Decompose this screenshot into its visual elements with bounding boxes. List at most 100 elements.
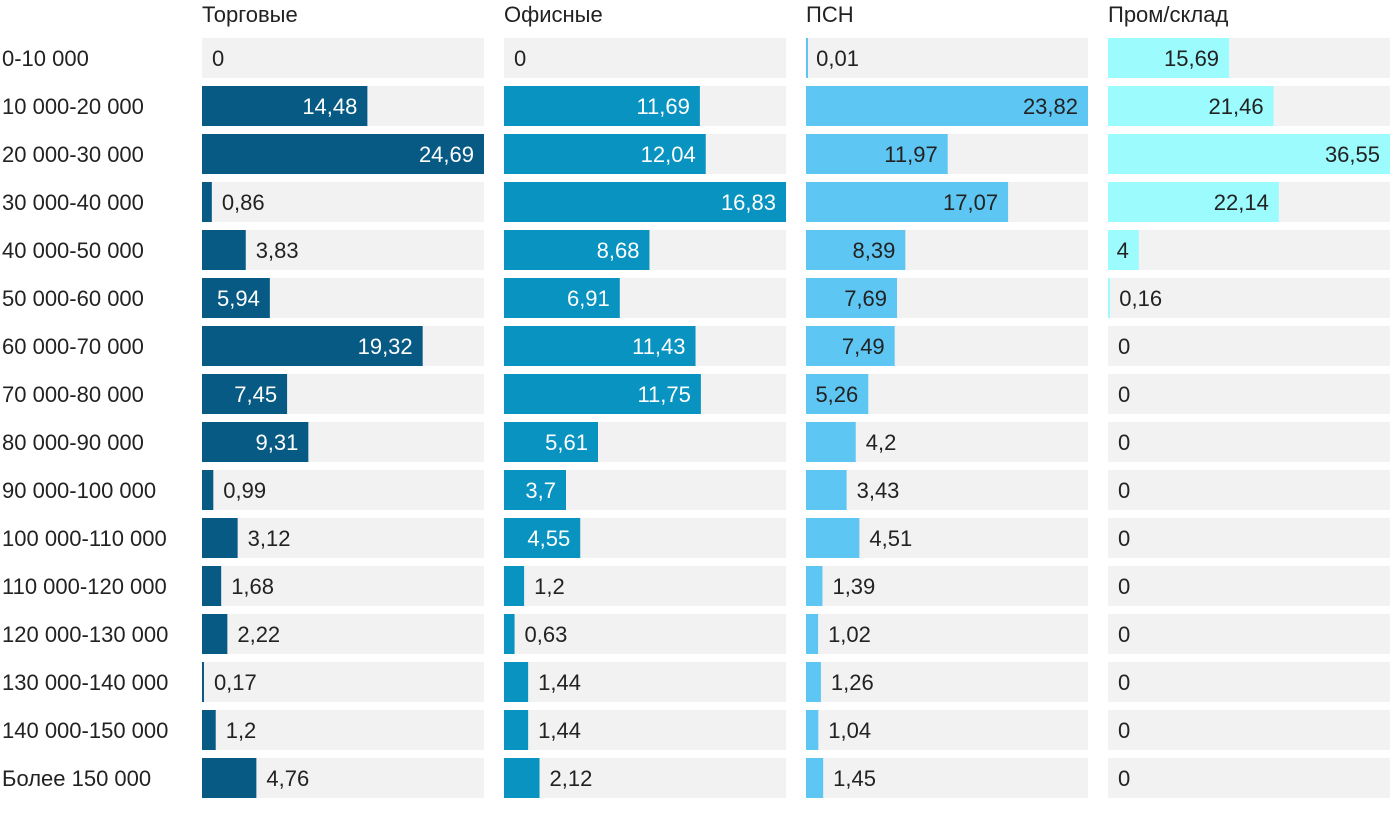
bar xyxy=(504,230,650,270)
data-label: 1,04 xyxy=(828,718,871,743)
bar xyxy=(806,470,847,510)
bar xyxy=(202,182,212,222)
row-label: 130 000-140 000 xyxy=(2,670,168,695)
data-label: 0 xyxy=(1118,718,1130,743)
bar xyxy=(202,278,270,318)
data-label: 1,2 xyxy=(226,718,257,743)
bar xyxy=(504,374,701,414)
bar xyxy=(504,566,525,606)
bar-track xyxy=(1108,230,1390,270)
data-label: 2,12 xyxy=(550,766,593,791)
row-label: Более 150 000 xyxy=(2,766,151,791)
data-label: 36,55 xyxy=(1325,142,1380,167)
bar-track xyxy=(1108,710,1390,750)
row-label: 40 000-50 000 xyxy=(2,238,144,263)
bar xyxy=(806,278,898,318)
bar xyxy=(504,86,700,126)
bar xyxy=(202,470,214,510)
data-label: 0,86 xyxy=(222,190,265,215)
bar xyxy=(806,614,819,654)
bar xyxy=(1108,134,1390,174)
data-label: 0 xyxy=(212,46,224,71)
bar xyxy=(202,566,222,606)
data-label: 5,61 xyxy=(545,430,588,455)
bar xyxy=(806,422,856,462)
data-label: 3,7 xyxy=(525,478,556,503)
data-label: 7,49 xyxy=(842,334,885,359)
bar xyxy=(202,230,246,270)
data-label: 6,91 xyxy=(567,286,610,311)
bar-track xyxy=(202,710,484,750)
bar-track xyxy=(202,518,484,558)
bar-track xyxy=(806,38,1088,78)
data-label: 3,43 xyxy=(857,478,900,503)
bar-track xyxy=(1108,422,1390,462)
data-label: 1,45 xyxy=(833,766,876,791)
bar xyxy=(202,758,257,798)
bar xyxy=(1108,278,1110,318)
bar xyxy=(504,182,786,222)
row-label: 70 000-80 000 xyxy=(2,382,144,407)
bar-track xyxy=(1108,662,1390,702)
row-label: 110 000-120 000 xyxy=(2,574,167,599)
bar-track xyxy=(504,566,786,606)
bar-track xyxy=(202,662,484,702)
bar xyxy=(202,518,238,558)
data-label: 1,44 xyxy=(538,718,581,743)
data-label: 14,48 xyxy=(302,94,357,119)
bar xyxy=(504,326,696,366)
bar-track xyxy=(504,614,786,654)
data-label: 1,02 xyxy=(828,622,871,647)
bar-track xyxy=(1108,374,1390,414)
data-label: 0 xyxy=(1118,334,1130,359)
data-label: 11,75 xyxy=(637,382,690,407)
data-label: 0,01 xyxy=(816,46,859,71)
bar-track xyxy=(202,182,484,222)
data-label: 1,26 xyxy=(831,670,874,695)
bar xyxy=(202,614,228,654)
data-label: 0,17 xyxy=(214,670,257,695)
bar xyxy=(504,710,529,750)
data-label: 0 xyxy=(514,46,526,71)
bar xyxy=(1108,182,1279,222)
data-label: 3,12 xyxy=(248,526,291,551)
row-label: 60 000-70 000 xyxy=(2,334,144,359)
data-label: 8,39 xyxy=(852,238,895,263)
bar-track xyxy=(504,758,786,798)
data-label: 19,32 xyxy=(358,334,413,359)
data-label: 9,31 xyxy=(256,430,299,455)
bar xyxy=(806,230,906,270)
data-label: 11,43 xyxy=(632,334,685,359)
data-label: 2,22 xyxy=(237,622,280,647)
bar xyxy=(806,710,819,750)
bar xyxy=(202,86,368,126)
bar-track xyxy=(1108,278,1390,318)
data-label: 5,94 xyxy=(217,286,260,311)
bar xyxy=(1108,230,1139,270)
bar-track xyxy=(504,710,786,750)
row-label: 120 000-130 000 xyxy=(2,622,168,647)
bar-track xyxy=(806,758,1088,798)
bar-track xyxy=(202,614,484,654)
bar-track xyxy=(806,710,1088,750)
data-label: 0 xyxy=(1118,766,1130,791)
data-label: 12,04 xyxy=(641,142,696,167)
data-label: 0 xyxy=(1118,622,1130,647)
bar xyxy=(806,758,824,798)
data-label: 4,76 xyxy=(266,766,309,791)
bar xyxy=(504,662,529,702)
data-label: 0,16 xyxy=(1119,286,1162,311)
data-label: 0 xyxy=(1118,382,1130,407)
data-label: 17,07 xyxy=(943,190,998,215)
column-title: ПСН xyxy=(806,2,854,27)
bar xyxy=(806,134,948,174)
bar-track xyxy=(1108,518,1390,558)
data-label: 11,69 xyxy=(636,94,689,119)
data-label: 1,44 xyxy=(538,670,581,695)
data-label: 21,46 xyxy=(1209,94,1264,119)
column-title: Торговые xyxy=(202,2,298,27)
bar xyxy=(806,326,895,366)
bar-track xyxy=(806,470,1088,510)
data-label: 5,26 xyxy=(815,382,858,407)
